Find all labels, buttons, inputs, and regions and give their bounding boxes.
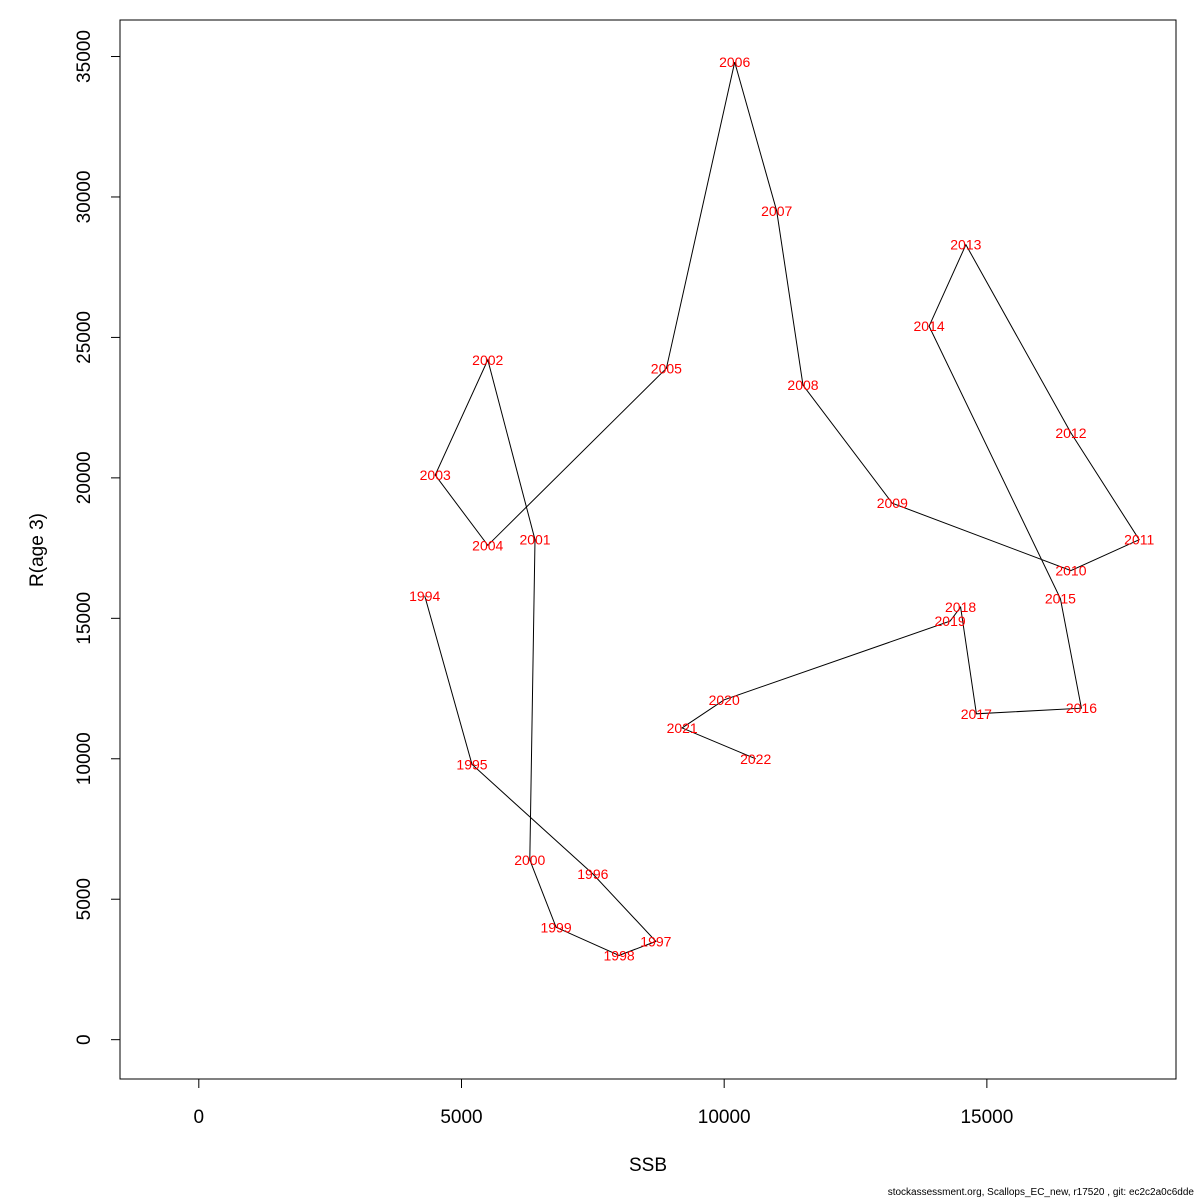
year-label-2020: 2020 (709, 692, 740, 708)
year-label-2008: 2008 (787, 377, 818, 393)
year-label-2013: 2013 (950, 237, 981, 253)
year-label-1999: 1999 (540, 919, 571, 935)
x-axis: 0 5000 10000 15000 (194, 1078, 1013, 1128)
y-tick-label: 0 (74, 1034, 95, 1045)
point-labels: 1994 1995 1996 1997 1998 1999 2000 2001 2002 2003… (409, 54, 1154, 963)
year-label-2014: 2014 (913, 318, 944, 334)
footer-note: stockassessment.org, Scallops_EC_new, r1… (887, 1187, 1194, 1198)
y-axis-title: R(age 3) (27, 513, 48, 587)
year-label-1997: 1997 (640, 933, 671, 949)
x-tick-label: 15000 (960, 1107, 1013, 1128)
year-label-1994: 1994 (409, 588, 440, 604)
year-label-2019: 2019 (935, 613, 966, 629)
year-label-2017: 2017 (961, 706, 992, 722)
year-label-2021: 2021 (667, 720, 698, 736)
y-tick-label: 20000 (74, 451, 95, 504)
year-label-2015: 2015 (1045, 591, 1076, 607)
year-label-2007: 2007 (761, 203, 792, 219)
x-tick-label: 0 (194, 1107, 205, 1128)
y-tick-label: 10000 (74, 732, 95, 785)
x-tick-label: 10000 (698, 1107, 751, 1128)
year-label-2009: 2009 (877, 495, 908, 511)
y-axis: 0 5000 10000 15000 20000 25000 30000 35000 (74, 30, 121, 1045)
year-label-2016: 2016 (1066, 700, 1097, 716)
plot-frame (119, 19, 1177, 1080)
y-tick-label: 30000 (74, 171, 95, 224)
year-label-2004: 2004 (472, 537, 503, 553)
year-label-2006: 2006 (719, 54, 750, 70)
year-label-1995: 1995 (456, 756, 487, 772)
trajectory-line (424, 61, 1140, 956)
y-tick-label: 35000 (74, 30, 95, 83)
year-label-2011: 2011 (1124, 532, 1154, 548)
y-tick-label: 25000 (74, 311, 95, 364)
year-label-2012: 2012 (1055, 425, 1086, 441)
year-label-2005: 2005 (651, 360, 682, 376)
y-tick-label: 15000 (74, 592, 95, 645)
x-tick-label: 5000 (440, 1107, 482, 1128)
year-label-2000: 2000 (514, 852, 545, 868)
year-label-2001: 2001 (519, 532, 550, 548)
year-label-2002: 2002 (472, 352, 503, 368)
year-label-1996: 1996 (577, 866, 608, 882)
x-axis-title: SSB (629, 1155, 667, 1176)
y-tick-label: 5000 (74, 878, 95, 920)
year-label-2003: 2003 (420, 467, 451, 483)
year-label-2022: 2022 (740, 751, 771, 767)
year-label-2010: 2010 (1055, 563, 1086, 579)
year-label-2018: 2018 (945, 599, 976, 615)
year-label-1998: 1998 (604, 947, 635, 963)
